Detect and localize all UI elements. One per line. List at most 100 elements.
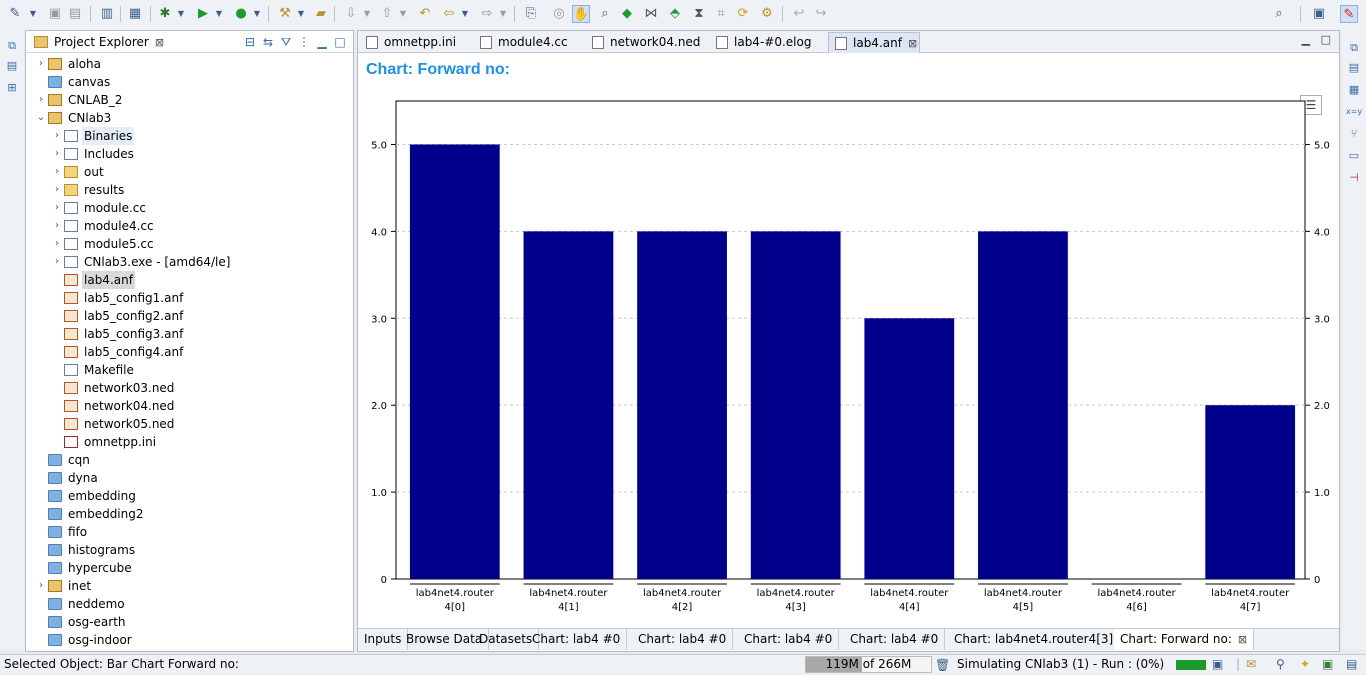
- open-folder-icon[interactable]: ▰: [316, 6, 326, 21]
- bottom-tab[interactable]: Chart: lab4 #0: [844, 629, 946, 650]
- v-zoom-in-icon[interactable]: ⬘: [670, 6, 680, 21]
- back-icon[interactable]: ⇦: [443, 6, 455, 21]
- chevron-down-icon[interactable]: ⌄: [36, 112, 46, 123]
- chevron-right-icon[interactable]: ›: [55, 202, 59, 213]
- variables-icon[interactable]: x=y: [1346, 107, 1363, 116]
- h-zoom-in-icon[interactable]: ◆: [622, 6, 632, 21]
- chevron-down-icon[interactable]: ▼: [29, 9, 37, 18]
- copy-to-clipboard-icon[interactable]: ⎘: [525, 6, 537, 21]
- redo-icon[interactable]: ↪: [815, 6, 827, 21]
- bar[interactable]: [750, 231, 841, 579]
- bottom-tab[interactable]: Browse Data: [400, 629, 490, 650]
- run-icon[interactable]: ▶: [198, 6, 208, 21]
- collapse-all-icon[interactable]: ⊟: [244, 35, 256, 49]
- tray-icon-4[interactable]: ▣: [1322, 657, 1334, 671]
- new-icon[interactable]: ✎: [9, 6, 21, 21]
- module-hierarchy-icon[interactable]: ⊞: [7, 81, 17, 94]
- project-explorer-tab[interactable]: Project Explorer ⊠: [28, 32, 171, 52]
- chart-properties-icon[interactable]: ⚙: [761, 6, 773, 21]
- chevron-down-icon[interactable]: ▼: [177, 9, 185, 18]
- bottom-tab[interactable]: Chart: Forward no: ⊠: [1114, 629, 1255, 650]
- outline-icon[interactable]: ▤: [6, 59, 18, 72]
- maximize-icon[interactable]: □: [1320, 33, 1331, 46]
- simulation-perspective-icon[interactable]: ✎: [1340, 5, 1358, 23]
- zoom-in-icon[interactable]: ⌕: [601, 6, 609, 21]
- maximize-icon[interactable]: □: [334, 35, 346, 49]
- save-all-icon[interactable]: ▤: [68, 6, 82, 21]
- refresh-icon[interactable]: ⟳: [737, 6, 749, 21]
- progress-view-icon[interactable]: ▣: [1212, 657, 1224, 671]
- chevron-right-icon[interactable]: ›: [55, 148, 59, 159]
- close-icon[interactable]: ⊠: [154, 36, 165, 49]
- tray-icon-3[interactable]: ✦: [1300, 657, 1311, 671]
- console-icon[interactable]: ▭: [1348, 149, 1360, 162]
- properties-icon[interactable]: ▤: [1348, 61, 1360, 74]
- chevron-right-icon[interactable]: ›: [39, 94, 43, 105]
- tray-icon-1[interactable]: ✉: [1246, 657, 1257, 671]
- forward-icon[interactable]: ⇨: [481, 6, 493, 21]
- v-zoom-out-icon[interactable]: ⧗: [694, 6, 704, 21]
- tools-icon[interactable]: ⚒: [279, 6, 291, 21]
- bar[interactable]: [978, 231, 1068, 579]
- bottom-tab[interactable]: Inputs: [358, 629, 409, 650]
- link-with-editor-icon[interactable]: ⇆: [262, 35, 274, 49]
- chevron-down-icon[interactable]: ▼: [215, 9, 223, 18]
- gc-trash-icon[interactable]: 🗑: [935, 658, 951, 672]
- bottom-tab[interactable]: Chart: lab4 #0: [526, 629, 628, 650]
- debug-icon[interactable]: ✱: [159, 6, 171, 21]
- prev-annotation-icon[interactable]: ⇧: [381, 6, 393, 21]
- view-menu-icon[interactable]: ⋮: [298, 35, 310, 49]
- minimize-icon[interactable]: ▁: [1301, 33, 1311, 46]
- chevron-down-icon[interactable]: ▼: [461, 9, 469, 18]
- chevron-right-icon[interactable]: ›: [55, 130, 59, 141]
- bottom-tab[interactable]: Datasets: [473, 629, 540, 650]
- open-perspective-icon[interactable]: ▣: [1312, 6, 1326, 21]
- chevron-right-icon[interactable]: ›: [55, 238, 59, 249]
- build-icon[interactable]: ▥: [100, 6, 114, 21]
- chevron-down-icon[interactable]: ▼: [499, 9, 507, 18]
- bar[interactable]: [864, 318, 955, 579]
- close-icon[interactable]: ⊠: [907, 37, 918, 50]
- bottom-tab[interactable]: Chart: lab4 #0: [632, 629, 734, 650]
- bar[interactable]: [409, 144, 500, 580]
- search-icon[interactable]: ⌕: [1275, 6, 1283, 21]
- editor-tab[interactable]: lab4-#0.elog: [710, 32, 826, 53]
- next-annotation-icon[interactable]: ⇩: [345, 6, 357, 21]
- close-icon[interactable]: ⊠: [1237, 633, 1248, 646]
- progress-icon[interactable]: ⊣: [1349, 171, 1359, 184]
- chevron-right-icon[interactable]: ›: [55, 220, 59, 231]
- chevron-right-icon[interactable]: ›: [55, 256, 59, 267]
- heap-status[interactable]: 119M of 266M: [805, 656, 932, 673]
- restore-icon[interactable]: ⧉: [8, 39, 16, 52]
- zoom-tool-icon[interactable]: ◎: [553, 6, 565, 21]
- bar-chart[interactable]: 0 0 1.0 1.0 2.0 2.0 3.0 3.0 4.0 4.0 5.0 5.0 lab4net4…: [358, 91, 1339, 631]
- new-wizard-icon[interactable]: ▦: [128, 6, 142, 21]
- undo-icon[interactable]: ↩: [793, 6, 805, 21]
- chevron-down-icon[interactable]: ▼: [399, 9, 407, 18]
- bottom-tab[interactable]: Chart: lab4net4.router4[3]: [948, 629, 1121, 650]
- bar[interactable]: [1205, 405, 1296, 579]
- bar[interactable]: [637, 231, 727, 579]
- restore-icon[interactable]: ⧉: [1350, 41, 1358, 54]
- editor-tab[interactable]: lab4.anf ⊠: [828, 32, 920, 53]
- filter-icon[interactable]: ⛛: [280, 35, 292, 49]
- bar[interactable]: [523, 231, 614, 579]
- chevron-right-icon[interactable]: ›: [39, 58, 43, 69]
- chevron-right-icon[interactable]: ›: [55, 166, 59, 177]
- profile-icon[interactable]: ●: [235, 6, 247, 21]
- zoom-to-fit-icon[interactable]: ⌗: [717, 6, 725, 21]
- save-icon[interactable]: ▣: [48, 6, 62, 21]
- chevron-down-icon[interactable]: ▼: [253, 9, 261, 18]
- pan-tool-icon[interactable]: ✋: [572, 5, 590, 23]
- dataset-icon[interactable]: ▦: [1348, 83, 1360, 96]
- tray-icon-2[interactable]: ⚲: [1276, 657, 1285, 671]
- tray-icon-5[interactable]: ▤: [1346, 657, 1358, 671]
- minimize-icon[interactable]: ▁: [317, 35, 327, 49]
- editor-tab[interactable]: module4.cc: [474, 32, 584, 53]
- bottom-tab[interactable]: Chart: lab4 #0: [738, 629, 840, 650]
- h-zoom-out-icon[interactable]: ⋈: [644, 6, 658, 21]
- last-edit-icon[interactable]: ↶: [419, 6, 431, 21]
- chevron-down-icon[interactable]: ▼: [297, 9, 305, 18]
- chevron-right-icon[interactable]: ›: [39, 580, 43, 591]
- chevron-right-icon[interactable]: ›: [55, 184, 59, 195]
